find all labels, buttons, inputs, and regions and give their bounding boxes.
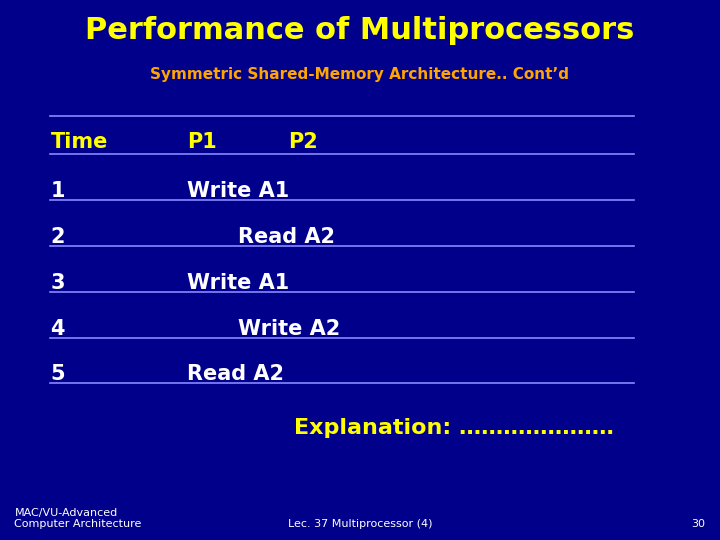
Text: Read A2: Read A2 [187,364,284,384]
Text: Time: Time [50,132,108,152]
Text: Write A2: Write A2 [238,319,340,339]
Text: P1: P1 [187,132,217,152]
Text: 3: 3 [50,273,65,293]
Text: Write A1: Write A1 [187,273,289,293]
Text: Performance of Multiprocessors: Performance of Multiprocessors [85,16,635,45]
Text: Write A1: Write A1 [187,181,289,201]
Text: 2: 2 [50,227,65,247]
Text: MAC/VU-Advanced
Computer Architecture: MAC/VU-Advanced Computer Architecture [14,508,142,529]
Text: Read A2: Read A2 [238,227,335,247]
Text: 30: 30 [692,519,706,529]
Text: Explanation: …………………: Explanation: ………………… [294,418,613,438]
Text: P2: P2 [288,132,318,152]
Text: 4: 4 [50,319,65,339]
Text: 1: 1 [50,181,65,201]
Text: Symmetric Shared-Memory Architecture.. Cont’d: Symmetric Shared-Memory Architecture.. C… [150,68,570,83]
Text: Lec. 37 Multiprocessor (4): Lec. 37 Multiprocessor (4) [288,519,432,529]
Text: 5: 5 [50,364,65,384]
